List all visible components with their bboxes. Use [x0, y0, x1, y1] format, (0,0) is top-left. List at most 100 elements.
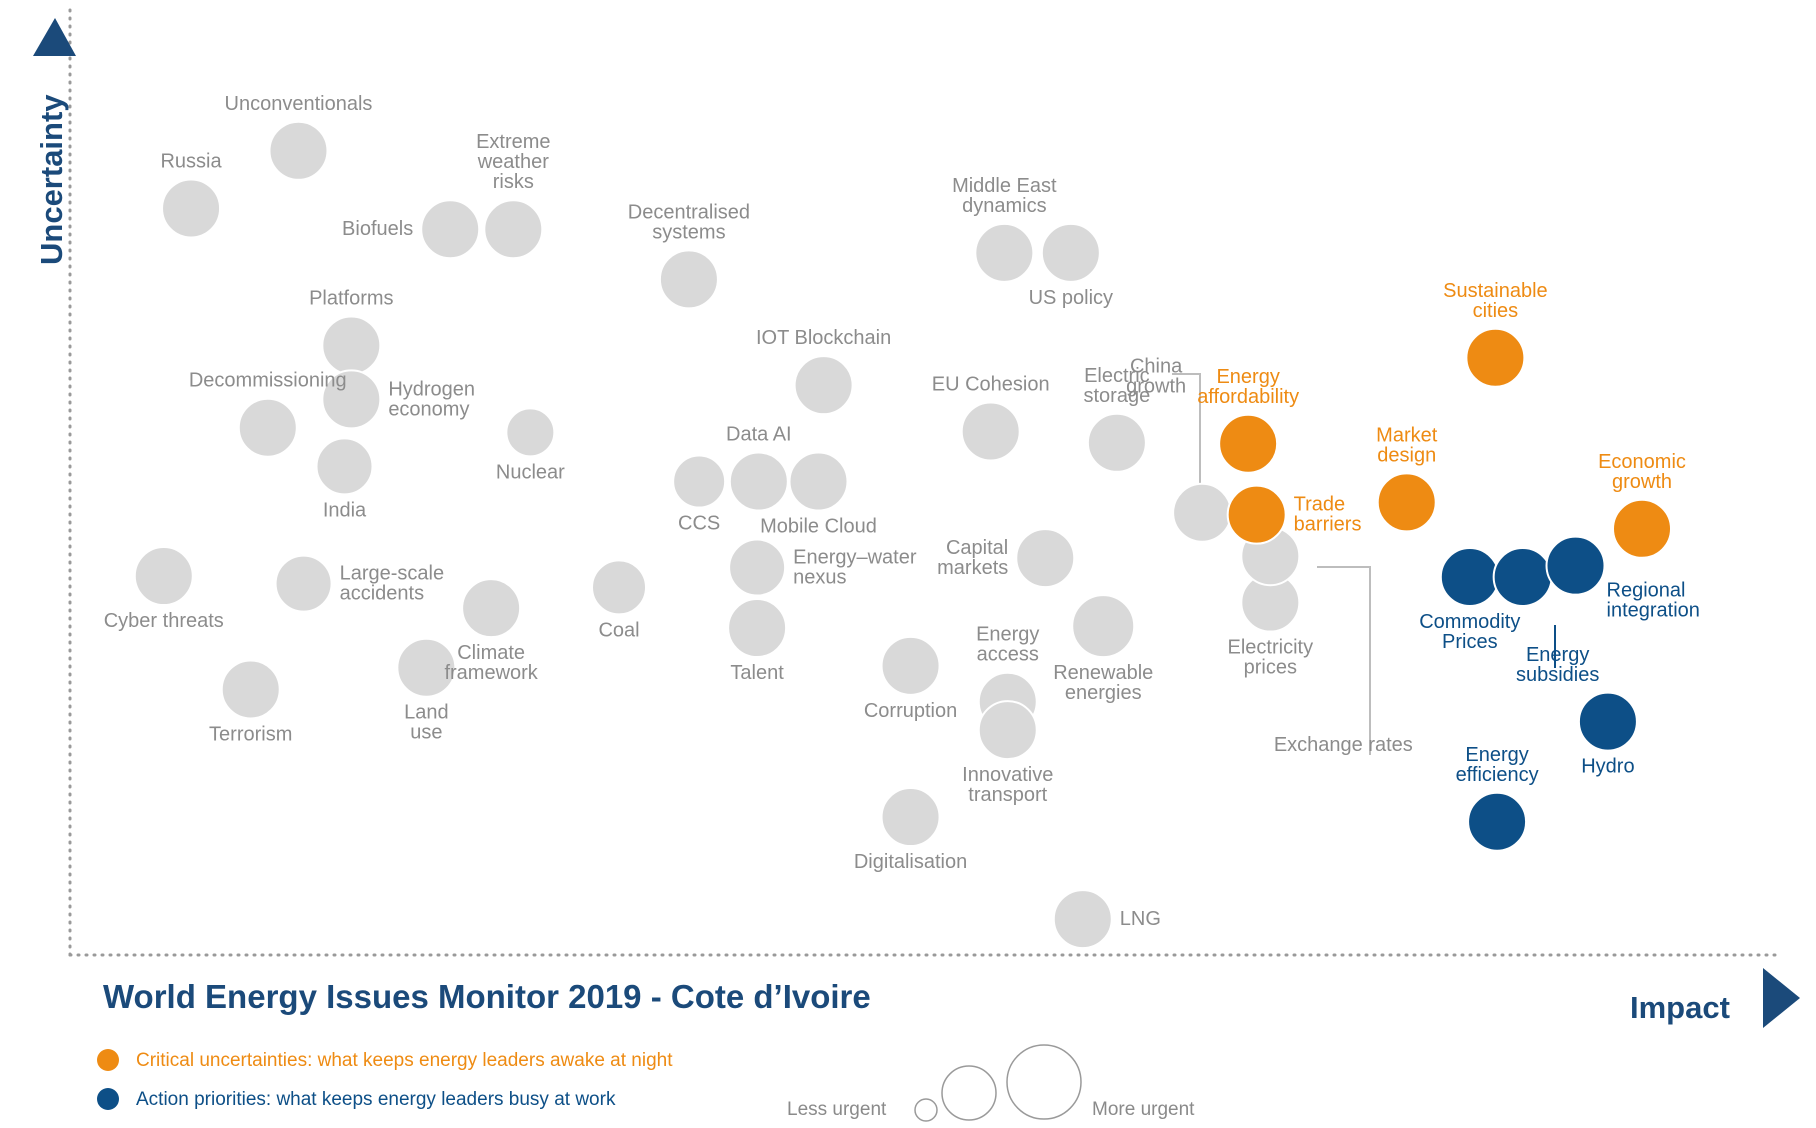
- size-legend-medium-circle: [941, 1065, 997, 1121]
- label-line: Commodity: [1419, 611, 1520, 633]
- label-line: storage: [1084, 385, 1151, 407]
- label-line: integration: [1607, 600, 1700, 622]
- leader-lines: [1172, 373, 1556, 755]
- label-russia: Russia: [160, 150, 222, 172]
- label-line: Biofuels: [342, 218, 413, 240]
- label-line: Terrorism: [209, 723, 292, 745]
- label-line: Coal: [598, 619, 639, 641]
- point-large-scale-accidents: [274, 554, 333, 613]
- label-line: barriers: [1294, 514, 1362, 536]
- point-digitalisation: [880, 787, 941, 848]
- y-axis-arrow-icon: [33, 18, 76, 56]
- label-line: Energy–water: [793, 547, 917, 569]
- size-legend-less: Less urgent: [787, 1099, 887, 1120]
- label-line: cities: [1473, 300, 1519, 322]
- leader-line-china-growth: [1172, 373, 1201, 520]
- label-line: Energy: [976, 624, 1039, 646]
- label-line: Mobile Cloud: [760, 516, 877, 538]
- label-electric-storage: Electric storage: [1084, 365, 1151, 407]
- label-decommissioning: Decommissioning: [189, 370, 347, 392]
- size-legend-more: More urgent: [1092, 1099, 1195, 1120]
- label-economic-growth: Economic growth: [1598, 451, 1686, 493]
- label-nuclear: Nuclear: [496, 461, 565, 483]
- label-energy-affordability: Energy affordability: [1197, 366, 1299, 408]
- label-line: India: [323, 499, 367, 521]
- label-line: Decentralised: [628, 201, 750, 223]
- label-line: framework: [444, 662, 538, 684]
- label-coal: Coal: [598, 619, 639, 641]
- label-line: Climate: [457, 642, 525, 664]
- label-large-scale-accidents: Large-scale accidents: [340, 563, 445, 605]
- legend-marker-priority: [97, 1088, 119, 1110]
- point-energy-subsidies: [1492, 547, 1553, 607]
- label-line: EU Cohesion: [932, 373, 1050, 395]
- label-biofuels: Biofuels: [342, 218, 413, 240]
- point-india: [315, 437, 374, 496]
- label-line: Innovative: [962, 764, 1053, 786]
- size-legend-small-circle: [914, 1098, 938, 1122]
- label-line: Nuclear: [496, 461, 565, 483]
- label-line: systems: [652, 221, 725, 243]
- point-climate-framework: [461, 578, 522, 639]
- label-line: efficiency: [1456, 764, 1539, 786]
- label-line: accidents: [340, 583, 425, 605]
- label-line: Renewable: [1053, 662, 1153, 684]
- point-decommissioning: [237, 397, 298, 458]
- label-line: use: [410, 722, 442, 744]
- label-china-growth: China growth: [1126, 356, 1186, 398]
- label-hydrogen-economy: Hydrogen economy: [388, 378, 475, 420]
- label-line: LNG: [1120, 908, 1161, 930]
- label-energy-water-nexus: Energy–water nexus: [793, 547, 917, 589]
- label-line: Decommissioning: [189, 370, 347, 392]
- label-line: Corruption: [864, 700, 957, 722]
- label-line: IOT Blockchain: [756, 327, 891, 349]
- label-line: nexus: [793, 567, 846, 589]
- point-land-use: [396, 637, 457, 698]
- label-line: prices: [1244, 657, 1297, 679]
- point-us-policy: [1040, 222, 1101, 283]
- label-line: economy: [388, 398, 469, 420]
- label-platforms: Platforms: [309, 287, 393, 309]
- label-line: Hydro: [1581, 756, 1634, 778]
- point-coal: [591, 559, 648, 616]
- label-line: Platforms: [309, 287, 393, 309]
- chart-title: World Energy Issues Monitor 2019 - Cote …: [103, 978, 871, 1015]
- label-line: Data AI: [726, 424, 792, 446]
- label-terrorism: Terrorism: [209, 723, 292, 745]
- label-extreme-weather-risks: Extreme weather risks: [476, 131, 550, 193]
- point-innovative-transport: [977, 700, 1038, 761]
- point-economic-growth: [1612, 498, 1673, 559]
- label-line: weather: [477, 151, 549, 173]
- label-line: Large-scale: [340, 563, 445, 585]
- label-talent: Talent: [730, 662, 784, 684]
- label-line: Energy: [1216, 366, 1279, 388]
- label-line: Unconventionals: [225, 93, 373, 115]
- label-line: growth: [1126, 376, 1186, 398]
- leader-line-exchange-rates: [1317, 566, 1371, 755]
- label-digitalisation: Digitalisation: [854, 851, 967, 873]
- point-decentralised-systems: [658, 249, 719, 310]
- label-line: growth: [1612, 471, 1672, 493]
- label-renewable-energies: Renewable energies: [1053, 662, 1153, 704]
- point-energy-affordability: [1218, 413, 1279, 474]
- label-line: Cyber threats: [104, 610, 224, 632]
- label-line: affordability: [1197, 386, 1299, 408]
- label-line: Market: [1376, 424, 1438, 446]
- label-line: subsidies: [1516, 664, 1599, 686]
- y-axis-label: Uncertainty: [34, 94, 69, 265]
- label-energy-access: Energy access: [976, 624, 1039, 666]
- legend-label-priority: Action priorities: what keeps energy lea…: [136, 1089, 616, 1110]
- label-unconventionals: Unconventionals: [225, 93, 373, 115]
- label-line: Extreme: [476, 131, 550, 153]
- x-axis-arrow-icon: [1763, 968, 1800, 1028]
- label-line: dynamics: [962, 195, 1046, 217]
- label-line: Prices: [1442, 631, 1498, 653]
- label-line: transport: [968, 784, 1047, 806]
- label-market-design: Market design: [1376, 424, 1438, 466]
- point-talent: [727, 598, 788, 659]
- label-lng: LNG: [1120, 908, 1161, 930]
- point-energy-water-nexus: [728, 538, 787, 597]
- label-us-policy: US policy: [1029, 287, 1113, 309]
- point-data-ai: [728, 451, 789, 512]
- label-electricity-prices: Electricity prices: [1228, 637, 1314, 679]
